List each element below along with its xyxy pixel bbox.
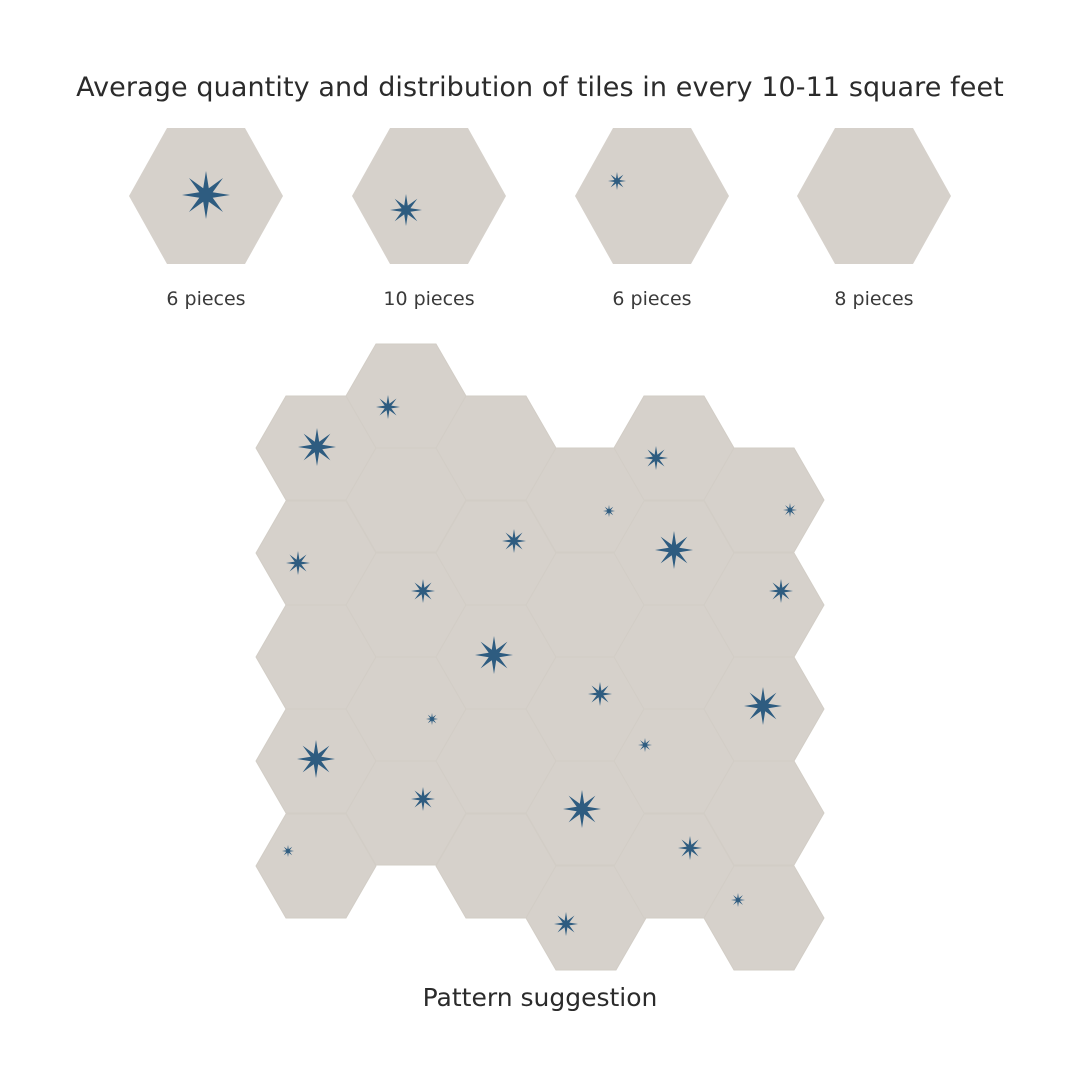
plain-tile-icon: [797, 128, 951, 264]
star-motif: [376, 395, 400, 419]
page-title: Average quantity and distribution of til…: [76, 72, 1004, 103]
star-motif: [426, 713, 438, 725]
star-motif: [655, 531, 693, 569]
star-motif: [731, 893, 745, 907]
tile-types-row: 6 pieces 10 pieces 6 pieces 8 pieces: [0, 0, 1080, 320]
pattern-tiles: [255, 343, 825, 971]
pattern-tile: [703, 865, 825, 971]
star-motif: [411, 787, 435, 811]
pattern-caption: Pattern suggestion: [422, 983, 658, 1012]
star-motif: [475, 636, 513, 674]
star-motif: [297, 740, 335, 778]
star-motif: [554, 912, 578, 936]
tile-quantity-label: 8 pieces: [834, 288, 914, 310]
tile-type-medium-star: 10 pieces: [352, 128, 506, 318]
tile-type-small-star: 6 pieces: [575, 128, 729, 318]
large-star-tile-icon: [129, 128, 283, 264]
tile-quantity-label: 6 pieces: [166, 288, 246, 310]
pattern-stars: [282, 395, 797, 936]
star-motif: [638, 738, 652, 752]
star-motif: [603, 505, 615, 517]
star-motif: [678, 836, 702, 860]
star-motif: [282, 845, 294, 857]
small-star-tile-icon: [575, 128, 729, 264]
tile-type-large-star: 6 pieces: [129, 128, 283, 318]
star-motif: [588, 682, 612, 706]
tile-type-plain: 8 pieces: [797, 128, 951, 318]
star-motif: [298, 428, 336, 466]
medium-star-tile-icon: [352, 128, 506, 264]
pattern-tile: [703, 760, 825, 866]
star-motif: [411, 579, 435, 603]
tile-quantity-label: 6 pieces: [612, 288, 692, 310]
star-motif: [744, 687, 782, 725]
pattern-tile: [703, 447, 825, 553]
star-motif: [502, 529, 526, 553]
star-motif: [783, 503, 797, 517]
star-motif: [563, 790, 601, 828]
tile-quantity-label: 10 pieces: [383, 288, 475, 310]
star-motif: [644, 446, 668, 470]
star-motif: [286, 551, 310, 575]
star-motif: [769, 579, 793, 603]
